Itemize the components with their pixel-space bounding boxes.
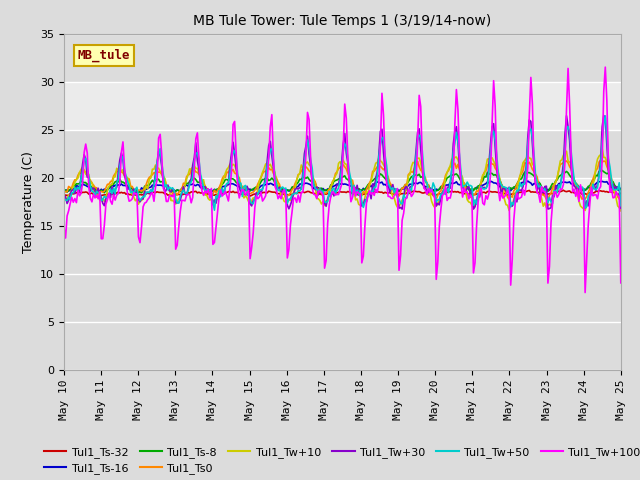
Tul1_Ts0 [303,166,311,171]
Tul1_Tw+100 [129,196,136,202]
Tul1_Tw+10 [226,161,234,167]
Tul1_Tw+100 [244,188,252,193]
Tul1_Ts0 [254,181,262,187]
Tul1_Tw+10 [60,197,68,203]
Tul1_Tw+100 [581,289,589,295]
Bar [64,178,621,226]
Tul1_Ts-32 [246,193,254,199]
Line: Tul1_Ts-32: Tul1_Ts-32 [64,190,621,196]
Text: MB_tule: MB_tule [78,48,131,62]
Line: Tul1_Ts-8: Tul1_Ts-8 [64,170,621,193]
Tul1_Ts-8 [617,186,625,192]
Tul1_Ts0 [588,182,595,188]
Tul1_Tw+30 [600,113,607,119]
Tul1_Ts-16 [255,185,263,191]
Tul1_Ts-8 [60,190,68,196]
Tul1_Ts-16 [589,182,596,188]
Tul1_Ts-16 [524,178,532,184]
Tul1_Ts0 [226,166,234,171]
Tul1_Tw+100 [617,280,625,286]
Tul1_Tw+50 [246,198,254,204]
Tul1_Ts-16 [243,189,251,194]
Tul1_Tw+30 [226,162,234,168]
Tul1_Tw+50 [211,207,218,213]
Tul1_Tw+10 [303,159,311,165]
Line: Tul1_Ts-16: Tul1_Ts-16 [64,181,621,192]
Tul1_Ts0 [60,190,68,196]
Tul1_Ts-16 [129,185,136,191]
Legend: Tul1_Ts-32, Tul1_Ts-16, Tul1_Ts-8, Tul1_Ts0, Tul1_Tw+10, Tul1_Tw+30, Tul1_Tw+50,: Tul1_Ts-32, Tul1_Ts-16, Tul1_Ts-8, Tul1_… [40,443,640,479]
Tul1_Ts-8 [129,186,136,192]
Line: Tul1_Tw+100: Tul1_Tw+100 [64,67,621,292]
Tul1_Tw+50 [617,203,625,209]
Tul1_Ts-8 [588,180,595,185]
Line: Tul1_Ts0: Tul1_Ts0 [64,160,621,200]
Bar [64,82,621,130]
Tul1_Ts-8 [138,190,145,196]
Tul1_Tw+30 [303,133,311,139]
Tul1_Ts-32 [559,187,567,193]
Tul1_Tw+50 [602,113,609,119]
Tul1_Ts-16 [305,181,313,187]
Tul1_Ts0 [244,191,252,196]
Tul1_Tw+30 [129,190,136,195]
Line: Tul1_Tw+10: Tul1_Tw+10 [64,149,621,211]
Tul1_Tw+30 [398,206,406,212]
Tul1_Ts-16 [226,181,234,187]
Tul1_Tw+50 [588,192,595,197]
Tul1_Tw+10 [129,191,136,197]
Tul1_Ts-32 [305,189,313,194]
Tul1_Ts0 [544,197,552,203]
Tul1_Tw+30 [617,205,625,211]
Tul1_Tw+10 [617,208,625,214]
Tul1_Ts-32 [255,191,263,196]
Tul1_Ts-8 [305,177,313,182]
Line: Tul1_Tw+30: Tul1_Tw+30 [64,116,621,209]
Tul1_Ts0 [617,194,625,200]
Tul1_Ts-32 [129,192,136,198]
Tul1_Tw+100 [602,64,609,70]
Tul1_Tw+50 [60,196,68,202]
Tul1_Tw+50 [228,156,236,162]
Tul1_Ts0 [129,184,136,190]
Tul1_Tw+30 [254,192,262,197]
Tul1_Tw+50 [305,145,313,151]
Tul1_Ts-8 [598,168,606,173]
Tul1_Tw+10 [244,199,252,204]
Tul1_Tw+100 [254,196,262,202]
Tul1_Tw+10 [254,186,262,192]
Tul1_Ts-16 [246,186,254,192]
Tul1_Ts-32 [617,191,625,196]
Tul1_Tw+100 [60,225,68,230]
Tul1_Ts-32 [589,190,596,196]
Line: Tul1_Tw+50: Tul1_Tw+50 [64,116,621,210]
Tul1_Tw+30 [244,187,252,192]
Tul1_Ts-8 [255,182,263,188]
Tul1_Tw+30 [60,192,68,198]
Tul1_Tw+30 [588,189,595,195]
Tul1_Tw+10 [598,146,606,152]
Y-axis label: Temperature (C): Temperature (C) [22,151,35,252]
Tul1_Tw+100 [588,184,595,190]
Tul1_Tw+100 [226,185,234,191]
Tul1_Ts-8 [228,176,236,181]
Tul1_Ts-16 [617,186,625,192]
Title: MB Tule Tower: Tule Temps 1 (3/19/14-now): MB Tule Tower: Tule Temps 1 (3/19/14-now… [193,14,492,28]
Tul1_Ts-32 [226,189,234,194]
Tul1_Tw+50 [129,189,136,194]
Tul1_Ts-16 [60,188,68,193]
Tul1_Tw+50 [255,188,263,193]
Tul1_Ts-32 [60,192,68,198]
Tul1_Tw+100 [303,109,311,115]
Tul1_Ts-8 [246,188,254,194]
Tul1_Ts0 [596,157,604,163]
Tul1_Ts-32 [244,193,252,199]
Tul1_Tw+10 [586,195,594,201]
